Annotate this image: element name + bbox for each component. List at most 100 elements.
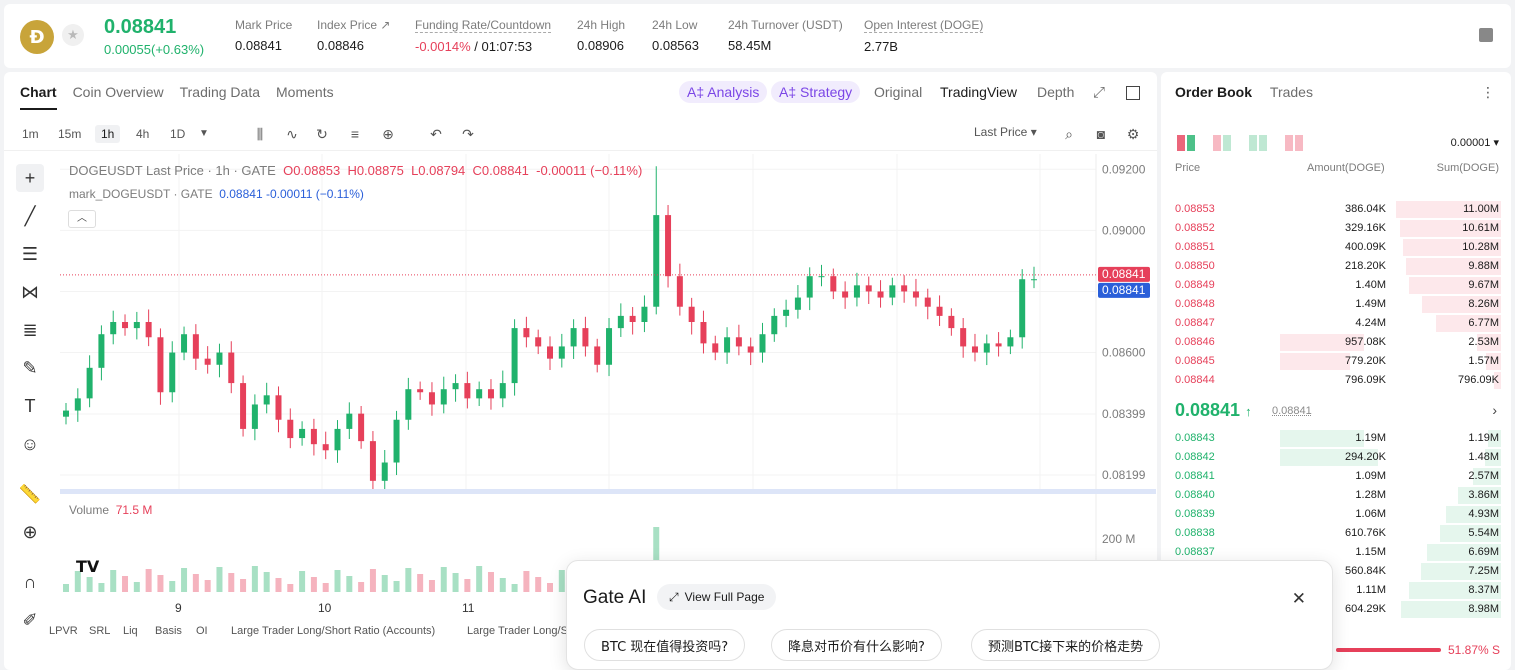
indicator-large-trader-accounts[interactable]: Large Trader Long/Short Ratio (Accounts)	[231, 625, 436, 637]
ruler-icon[interactable]: 📏	[18, 483, 42, 504]
ask-row[interactable]: 0.08853 386.04K 11.00M	[1161, 200, 1511, 219]
indicators-icon[interactable]: ∿	[286, 126, 298, 142]
magnet-icon[interactable]: ∩	[23, 571, 37, 592]
camera-icon[interactable]: ◙	[1096, 126, 1106, 142]
timeframe-1m[interactable]: 1m	[22, 127, 39, 141]
candlestick-chart[interactable]: 0.092000.090000.088000.086000.083990.081…	[4, 72, 1157, 670]
favorite-star-icon[interactable]: ★	[62, 24, 84, 46]
ai-question-1[interactable]: BTC 现在值得投资吗?	[584, 629, 746, 661]
brush-icon[interactable]: ✎	[22, 357, 38, 378]
redo-icon[interactable]: ↷	[462, 126, 474, 142]
ai-strategy-button[interactable]: A‡ Strategy	[771, 81, 861, 103]
both-sides-view-icon[interactable]	[1177, 135, 1195, 151]
indicator-srl[interactable]: SRL	[89, 625, 111, 637]
ask-row[interactable]: 0.08846 957.08K 2.53M	[1161, 333, 1511, 352]
asks-only-view-icon[interactable]	[1285, 135, 1303, 151]
indicator-oi[interactable]: OI	[196, 625, 208, 637]
stat-index-price[interactable]: Index Price ↗ 0.08846	[317, 18, 391, 53]
gate-ai-popup: Gate AI ⤢ View Full Page ✕ BTC 现在值得投资吗? …	[566, 560, 1333, 670]
bids-view-icon[interactable]	[1249, 135, 1267, 151]
templates-icon[interactable]: ≡	[350, 126, 360, 142]
more-icon[interactable]: ⋮	[1481, 84, 1495, 100]
bid-row[interactable]: 1.11M 8.37M	[1161, 581, 1511, 600]
collapse-legend-button[interactable]: ︿	[68, 210, 96, 228]
text-tool-icon[interactable]: T	[24, 395, 36, 416]
tab-trading-data[interactable]: Trading Data	[179, 84, 261, 100]
ask-row[interactable]: 0.08850 218.20K 9.88M	[1161, 257, 1511, 276]
row-sum: 6.69M	[1468, 546, 1499, 558]
indicator-liq[interactable]: Liq	[123, 625, 138, 637]
row-sum: 6.77M	[1468, 317, 1499, 329]
candle-body	[688, 306, 695, 322]
stat-24h-high: 24h High 0.08906	[577, 18, 626, 53]
fullscreen-icon[interactable]	[1126, 86, 1140, 100]
tab-coin-overview[interactable]: Coin Overview	[72, 84, 164, 100]
guide-book-icon[interactable]	[1479, 28, 1493, 42]
bid-row[interactable]: 0.08840 1.28M 3.86M	[1161, 486, 1511, 505]
timeframe-1d[interactable]: 1D	[170, 127, 186, 141]
crosshair-icon[interactable]: +	[16, 164, 44, 192]
expand-icon[interactable]: ⤢	[1093, 84, 1106, 101]
view-tradingview[interactable]: TradingView	[940, 84, 1018, 100]
indicator-basis[interactable]: Basis	[155, 625, 182, 637]
zoom-in-icon[interactable]: ⊕	[22, 521, 38, 542]
row-sum: 3.86M	[1468, 489, 1499, 501]
pattern-icon[interactable]: ⋈	[21, 281, 39, 302]
chevron-down-icon[interactable]: ▼	[199, 128, 209, 139]
bid-row[interactable]: 0.08842 294.20K 1.48M	[1161, 448, 1511, 467]
up-arrow-icon: ↑	[1245, 404, 1252, 419]
tab-chart[interactable]: Chart	[20, 84, 57, 110]
precision-select[interactable]: 0.00001 ▾	[1450, 137, 1499, 149]
view-full-page-button[interactable]: ⤢ View Full Page	[657, 584, 777, 610]
ai-question-2[interactable]: 降息对币价有什么影响?	[771, 629, 942, 661]
timeframe-1h[interactable]: 1h	[95, 125, 121, 143]
volume-bar	[216, 567, 223, 592]
tab-trades[interactable]: Trades	[1269, 84, 1313, 100]
bid-row[interactable]: 0.08843 1.19M 1.19M	[1161, 429, 1511, 448]
depth-bar	[1406, 258, 1501, 275]
fib-icon[interactable]: ≣	[22, 319, 38, 340]
candle-body	[346, 413, 353, 429]
ask-row[interactable]: 0.08849 1.40M 9.67M	[1161, 276, 1511, 295]
replay-icon[interactable]: ↻	[316, 126, 328, 142]
trendline-icon[interactable]: ╱	[24, 205, 36, 226]
timeframe-4h[interactable]: 4h	[136, 127, 150, 141]
add-alert-icon[interactable]: ⊕	[382, 126, 394, 142]
ask-row[interactable]: 0.08847 4.24M 6.77M	[1161, 314, 1511, 333]
mid-price[interactable]: 0.08841 ↑	[1175, 400, 1252, 420]
bid-row[interactable]: 0.08837 1.15M 6.69M	[1161, 543, 1511, 562]
row-sum: 9.67M	[1468, 279, 1499, 291]
ask-row[interactable]: 0.08852 329.16K 10.61M	[1161, 219, 1511, 238]
bid-row[interactable]: 0.08838 610.76K 5.54M	[1161, 524, 1511, 543]
indicator-large-trader-positions[interactable]: Large Trader Long/Sh	[467, 625, 575, 637]
bid-row[interactable]: 604.29K 8.98M	[1161, 600, 1511, 619]
undo-icon[interactable]: ↶	[430, 126, 442, 142]
view-original[interactable]: Original	[874, 84, 923, 100]
bid-row[interactable]: 0.08841 1.09M 2.57M	[1161, 467, 1511, 486]
emoji-icon[interactable]: ☺	[20, 433, 40, 454]
horizontal-lines-icon[interactable]: ☰	[21, 243, 39, 264]
ask-row[interactable]: 0.08845 779.20K 1.57M	[1161, 352, 1511, 371]
close-icon[interactable]: ✕	[1291, 589, 1306, 608]
indicator-lpvr[interactable]: LPVR	[49, 625, 78, 637]
ask-row[interactable]: 0.08848 1.49M 8.26M	[1161, 295, 1511, 314]
search-icon[interactable]: ⌕	[1065, 126, 1073, 142]
ai-analysis-button[interactable]: A‡ Analysis	[679, 81, 768, 103]
view-depth[interactable]: Depth	[1037, 84, 1075, 100]
candle-type-icon[interactable]: ⫼	[256, 126, 264, 142]
ai-question-3[interactable]: 预测BTC接下来的价格走势	[971, 629, 1161, 661]
tab-moments[interactable]: Moments	[276, 84, 334, 100]
candle-body	[145, 322, 152, 338]
ask-row[interactable]: 0.08844 796.09K 796.09K	[1161, 371, 1511, 390]
price-source-select[interactable]: Last Price ▾	[974, 125, 1037, 139]
chevron-right-icon[interactable]: ›	[1492, 402, 1497, 418]
bid-row[interactable]: 560.84K 7.25M	[1161, 562, 1511, 581]
ticker-bar: Ð ★ 0.08841 0.00055(+0.63%) Mark Price 0…	[4, 4, 1511, 68]
timeframe-15m[interactable]: 15m	[58, 127, 82, 141]
asks-view-icon[interactable]	[1213, 135, 1231, 151]
bid-row[interactable]: 0.08839 1.06M 4.93M	[1161, 505, 1511, 524]
gear-icon[interactable]: ⚙	[1126, 126, 1140, 142]
ask-row[interactable]: 0.08851 400.09K 10.28M	[1161, 238, 1511, 257]
tab-order-book[interactable]: Order Book	[1175, 84, 1253, 100]
lock-draw-icon[interactable]: ✐	[22, 609, 38, 630]
